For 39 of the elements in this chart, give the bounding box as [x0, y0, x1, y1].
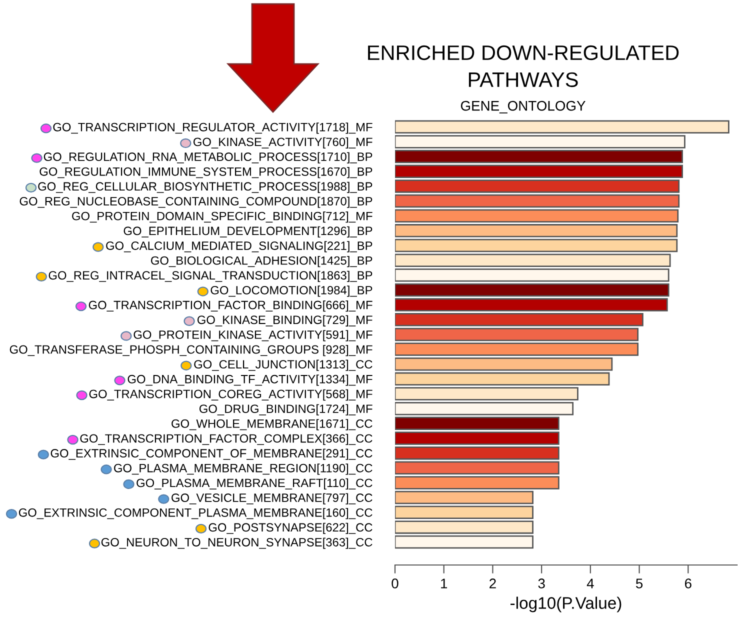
y-tick-label: GO_WHOLE_MEMBRANE[1671]_CC — [172, 419, 372, 430]
x-tick-label: 3 — [538, 578, 545, 588]
y-tick-label: GO_PLASMA_MEMBRANE_RAFT[110]_CC — [136, 478, 372, 490]
x-tick-label: 2 — [490, 578, 496, 588]
y-tick-label: GO_BIOLOGICAL_ADHESION[1425]_BP — [150, 256, 372, 268]
y-tick-label: GO_TRANSCRIPTION_FACTOR_BINDING[666]_MF — [88, 300, 372, 312]
y-tick-label: GO_PLASMA_MEMBRANE_REGION[1190]_CC — [114, 464, 372, 475]
y-tick-label: GO_TRANSFERASE_PHOSPH_CONTAINING_GROUPS [928]_MF — [10, 344, 372, 356]
y-tick-label: GO_REG_CELLULAR_BIOSYNTHETIC_PROCESS[1988]_BP — [38, 182, 372, 194]
y-tick-label: GO_NEURON_TO_NEURON_SYNAPSE[363]_CC — [101, 538, 372, 549]
x-tick-label: 5 — [636, 578, 643, 588]
y-tick-label: GO_VESICLE_MEMBRANE[797]_CC — [172, 493, 372, 504]
x-axis-title: -log10(P.Value) — [510, 596, 622, 612]
chart-title: ENRICHED DOWN-REGULATED PATHWAYS — [368, 45, 679, 88]
y-tick-label: GO_LOCOMOTION[1984]_BP — [210, 286, 372, 297]
y-tick-label: GO_REG_INTRACEL_SIGNAL_TRANSDUCTION[1863]_BP — [48, 270, 372, 282]
y-tick-label: GO_EXTRINSIC_COMPONENT_PLASMA_MEMBRANE[160]_CC — [18, 508, 372, 520]
y-tick-label: GO_POSTSYNAPSE[622]_CC — [208, 522, 372, 534]
y-tick-label: GO_TRANSCRIPTION_FACTOR_COMPLEX[366]_CC — [80, 434, 372, 446]
x-tick-label: 4 — [586, 578, 594, 588]
y-tick-label: GO_REGULATION_IMMUNE_SYSTEM_PROCESS[1670]_BP — [40, 167, 372, 178]
y-tick-label: GO_TRANSCRIPTION_REGULATOR_ACTIVITY[1718]_MF — [53, 122, 372, 134]
y-tick-label: GO_PROTEIN_KINASE_ACTIVITY[591]_MF — [134, 330, 372, 342]
chart-subtitle: GENE_ONTOLOGY — [460, 100, 586, 114]
y-tick-label: GO_PROTEIN_DOMAIN_SPECIFIC_BINDING[712]_MF — [72, 212, 372, 223]
y-tick-label: GO_REGULATION_RNA_METABOLIC_PROCESS[1710]_BP — [44, 152, 372, 164]
y-tick-label: GO_KINASE_ACTIVITY[760]_MF — [193, 137, 372, 149]
x-tick-label: 1 — [441, 578, 448, 588]
y-tick-label: GO_EXTRINSIC_COMPONENT_OF_MEMBRANE[291]_CC — [50, 448, 372, 460]
y-tick-label: GO_CELL_JUNCTION[1313]_CC — [194, 360, 372, 371]
y-tick-label: GO_EPITHELIUM_DEVELOPMENT[1296]_BP — [124, 226, 372, 238]
y-tick-label: GO_DNA_BINDING_TF_ACTIVITY[1334]_MF — [128, 374, 372, 386]
x-tick-label: 6 — [684, 578, 692, 588]
y-tick-label: GO_KINASE_BINDING[729]_MF — [197, 315, 372, 326]
y-tick-label: GO_CALCIUM_MEDIATED_SIGNALING[221]_BP — [106, 241, 372, 252]
x-tick-label: 0 — [392, 578, 398, 588]
y-tick-label: GO_TRANSCRIPTION_COREG_ACTIVITY[568]_MF — [89, 389, 372, 401]
y-tick-label: GO_DRUG_BINDING[1724]_MF — [199, 404, 372, 416]
y-tick-label: GO_REG_NUCLEOBASE_CONTAINING_COMPOUND[1870]_BP — [20, 196, 372, 208]
